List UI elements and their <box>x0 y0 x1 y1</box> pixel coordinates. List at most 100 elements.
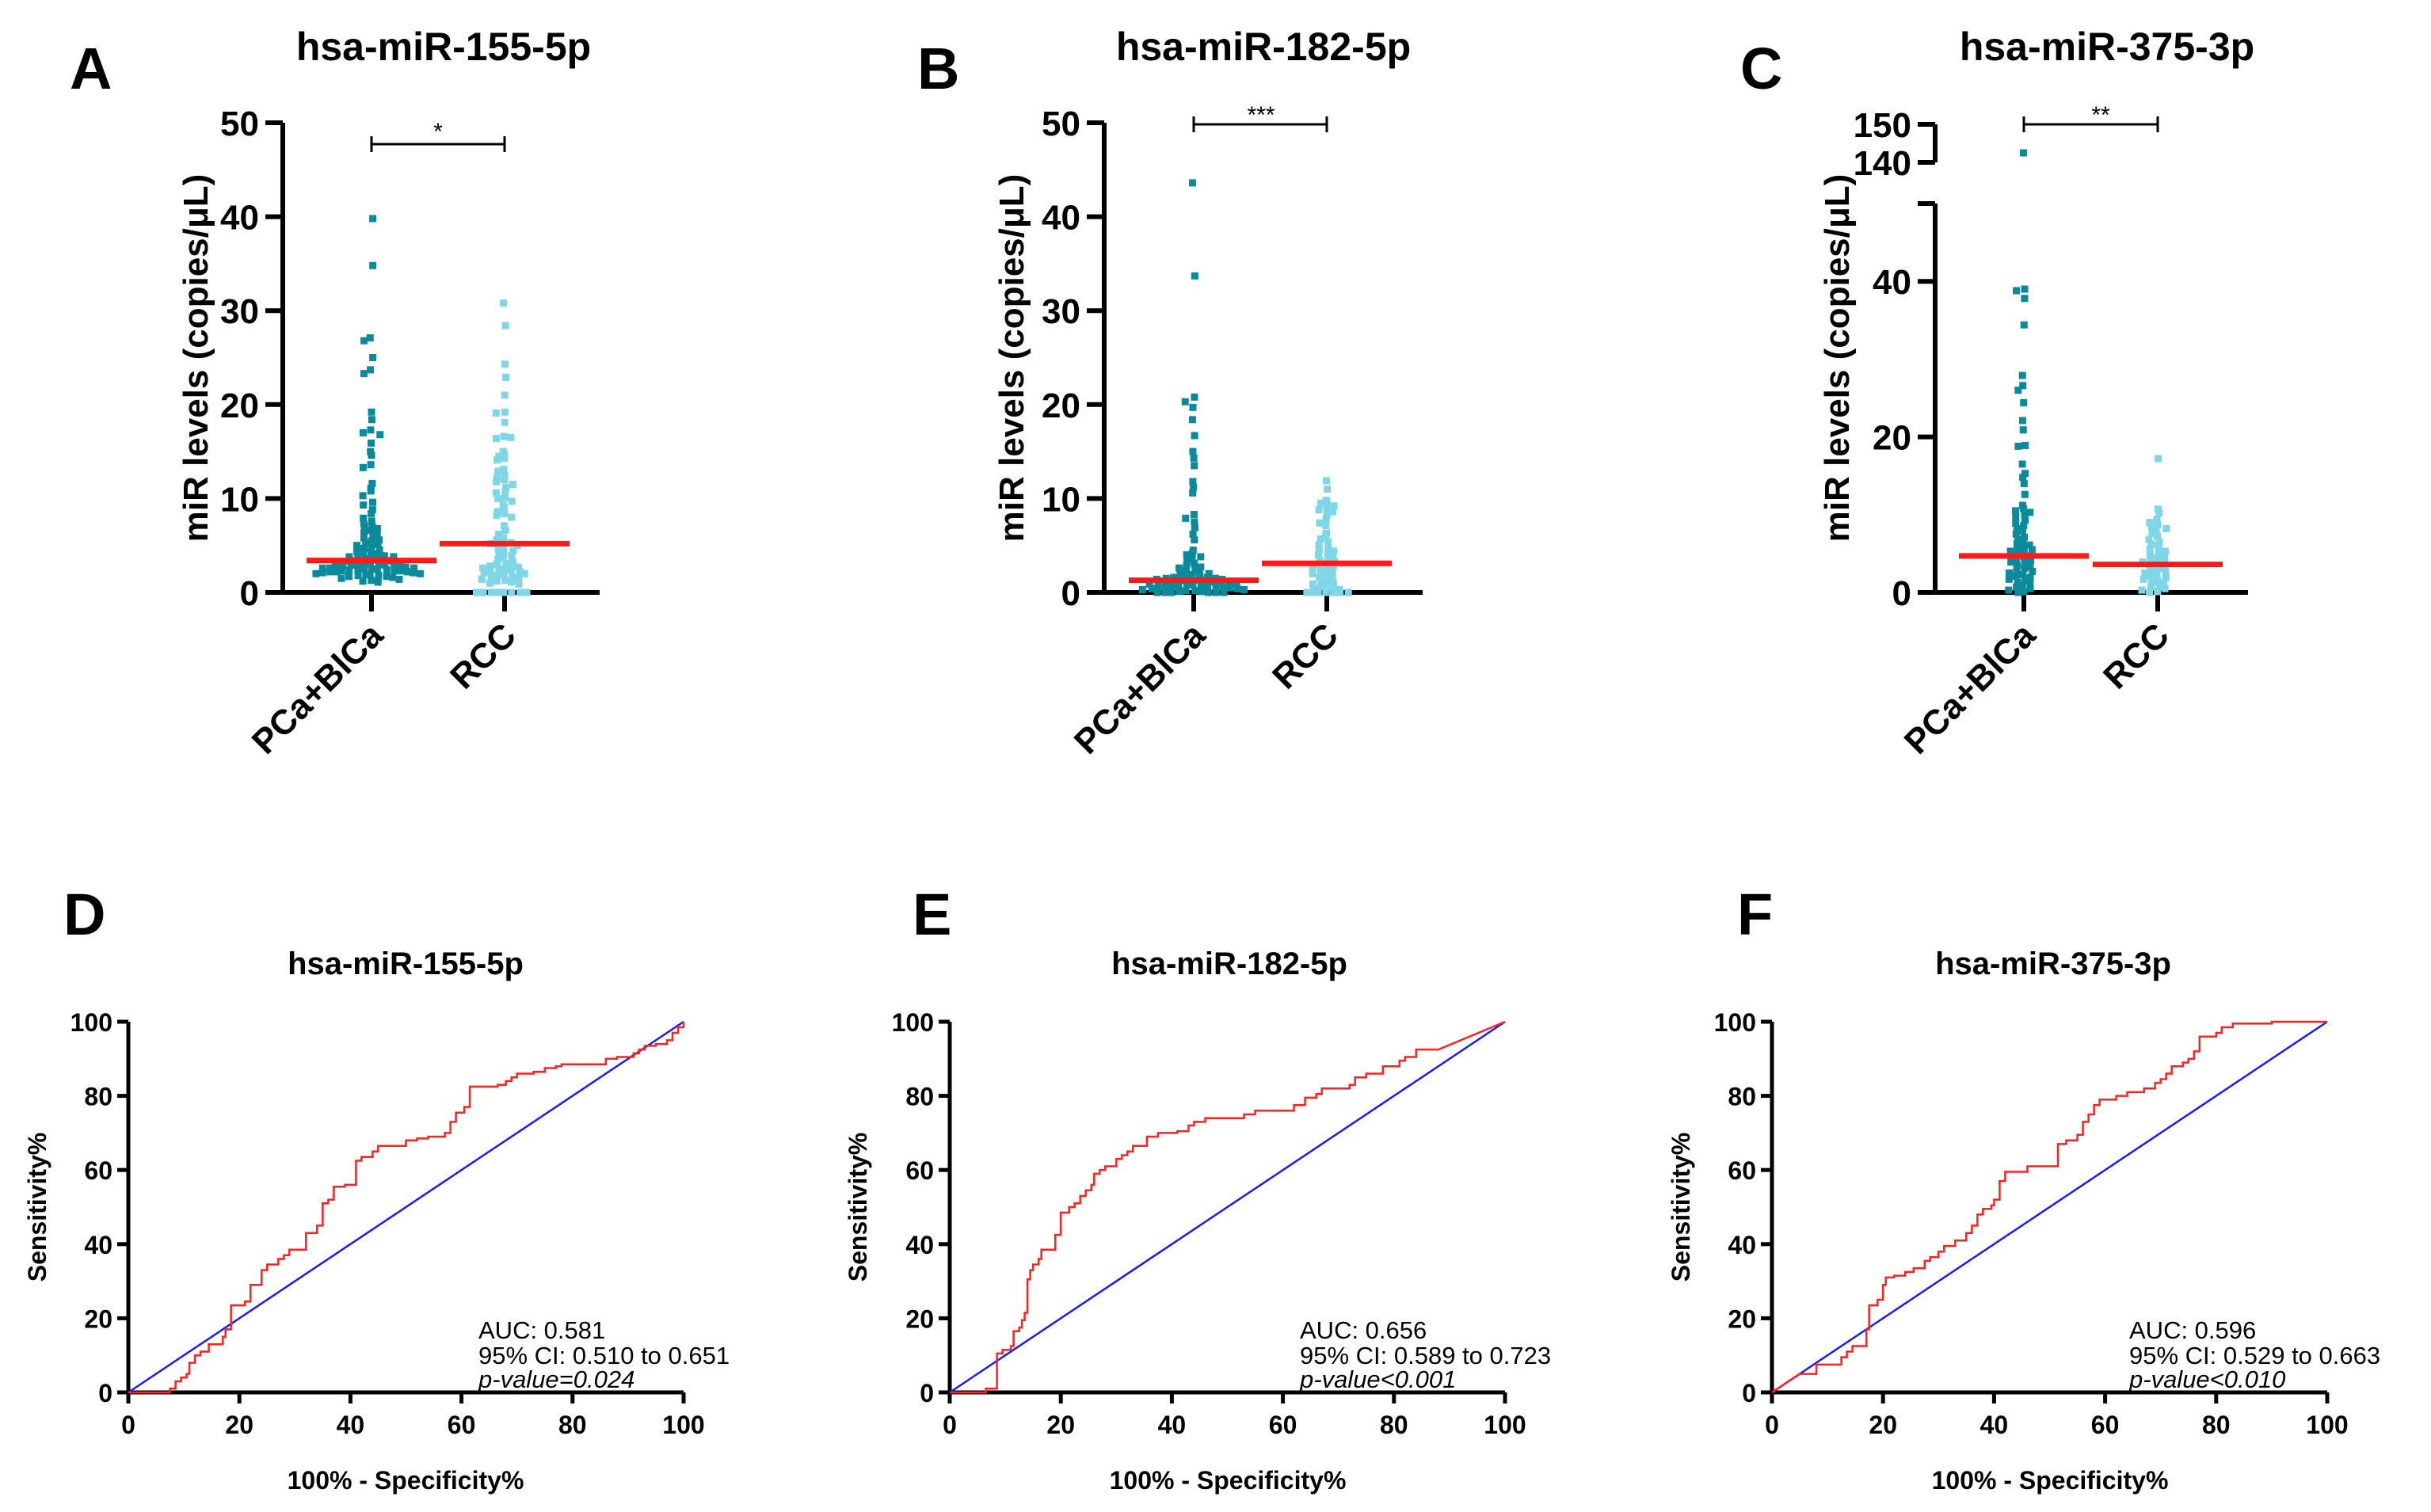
data-point <box>2014 442 2022 450</box>
data-point <box>500 570 508 578</box>
ci-label-d: 95% CI: 0.510 to 0.651 <box>478 1342 730 1369</box>
panel-letter-a: A <box>70 36 112 101</box>
data-point <box>2025 541 2033 549</box>
data-point <box>1226 584 1234 592</box>
data-point <box>1317 578 1325 586</box>
data-point <box>2148 529 2156 537</box>
data-point <box>395 575 403 583</box>
data-point <box>501 322 509 329</box>
data-point <box>1322 522 1330 530</box>
data-point <box>1191 524 1198 531</box>
data-point <box>500 432 508 440</box>
data-point <box>368 439 375 447</box>
data-point <box>514 563 522 571</box>
data-point <box>416 569 424 577</box>
data-point <box>367 366 375 374</box>
panel-f: F hsa-miR-375-3p Sensitivity% 100% - Spe… <box>1667 882 2380 1495</box>
data-point <box>402 563 410 571</box>
data-point <box>383 566 391 574</box>
data-point <box>1324 543 1332 551</box>
data-point <box>1189 489 1197 497</box>
panel-letter-e: E <box>913 882 951 947</box>
x-axis-label-d: 100% - Specificity% <box>288 1466 524 1495</box>
data-point <box>1148 585 1156 592</box>
y-axis-label-f: Sensitivity% <box>1667 1133 1695 1282</box>
data-point <box>1310 585 1318 592</box>
data-point <box>515 580 523 588</box>
data-point <box>501 504 509 512</box>
y-tick-label: 100 <box>1714 1008 1756 1037</box>
chart-title-e: hsa-miR-182-5p <box>1111 946 1347 981</box>
data-point <box>326 564 334 572</box>
data-point <box>2147 555 2155 563</box>
data-point <box>337 567 345 575</box>
data-point <box>1323 511 1331 519</box>
y-tick-label: 0 <box>98 1379 112 1407</box>
data-point <box>1233 585 1241 592</box>
significance-label-b: *** <box>1247 102 1275 128</box>
data-point <box>2155 581 2163 589</box>
data-point <box>2138 586 2146 594</box>
data-point <box>1191 559 1198 567</box>
data-point <box>360 565 368 573</box>
y-tick-label: 80 <box>905 1083 934 1111</box>
data-point <box>493 512 501 520</box>
data-point <box>500 466 508 474</box>
panel-b: B hsa-miR-182-5p miR levels (copies/μL) … <box>917 25 1423 762</box>
data-point <box>2014 544 2021 552</box>
y-axis-label-d: Sensitivity% <box>23 1133 51 1282</box>
data-point <box>486 579 493 587</box>
data-point <box>2155 455 2162 463</box>
data-point <box>1203 573 1211 581</box>
data-point <box>1212 588 1220 596</box>
x-tick-label: 20 <box>225 1411 253 1439</box>
data-point <box>1191 518 1198 526</box>
data-point <box>1322 515 1330 523</box>
data-point <box>495 530 503 538</box>
data-point <box>1203 582 1211 590</box>
y-axis-label-a: miR levels (copies/μL) <box>177 174 215 543</box>
data-point <box>359 428 367 436</box>
data-point <box>360 559 368 567</box>
data-point <box>1168 588 1175 596</box>
roc-curve <box>950 1020 1506 1394</box>
data-point <box>326 568 333 576</box>
data-point <box>381 562 389 569</box>
data-point <box>375 572 383 580</box>
roc-plot-e: 0 20 40 60 80 100 0 20 40 60 80 100 <box>892 1008 1526 1439</box>
data-point <box>1324 549 1332 557</box>
data-point <box>2155 549 2162 557</box>
data-point <box>509 481 516 489</box>
data-point <box>380 552 388 560</box>
data-point <box>333 568 341 576</box>
y-tick-label: 60 <box>84 1156 112 1185</box>
y-tick-label: 30 <box>1042 292 1080 331</box>
y-tick-label: 80 <box>1728 1083 1756 1111</box>
data-point <box>368 408 375 416</box>
data-point <box>2021 533 2029 541</box>
data-point <box>487 573 495 581</box>
data-point <box>1212 583 1220 591</box>
data-point <box>1189 478 1197 486</box>
data-point <box>2019 382 2027 390</box>
data-point <box>2020 480 2028 488</box>
data-point <box>373 565 381 573</box>
chart-title-c: hsa-miR-375-3p <box>1960 25 2254 69</box>
data-point <box>368 416 375 424</box>
data-point <box>1205 569 1213 577</box>
data-point <box>499 537 507 545</box>
data-point <box>2154 588 2162 596</box>
data-point <box>1323 477 1331 485</box>
data-point <box>509 562 516 569</box>
data-point <box>1189 448 1197 455</box>
x-tick-label: 0 <box>943 1411 957 1439</box>
data-point <box>1183 581 1191 589</box>
x-tick-label: 80 <box>558 1411 587 1439</box>
y-axis-label-e: Sensitivity% <box>844 1133 872 1282</box>
data-point <box>492 489 500 497</box>
data-point <box>366 570 374 578</box>
y-tick-label: 50 <box>1042 105 1080 143</box>
panel-d: D hsa-miR-155-5p Sensitivity% 100% - Spe… <box>23 882 730 1495</box>
data-point <box>2155 509 2163 517</box>
data-point <box>1316 567 1324 575</box>
